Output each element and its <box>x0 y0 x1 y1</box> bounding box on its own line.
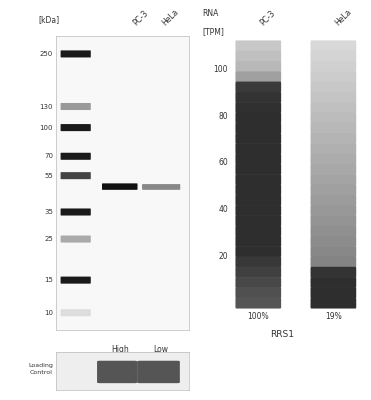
FancyBboxPatch shape <box>236 61 281 72</box>
FancyBboxPatch shape <box>236 236 281 247</box>
FancyBboxPatch shape <box>236 195 281 206</box>
Text: RNA: RNA <box>202 9 219 18</box>
FancyBboxPatch shape <box>60 236 91 242</box>
Text: 70: 70 <box>44 153 53 159</box>
Text: [TPM]: [TPM] <box>202 27 224 36</box>
Text: HeLa: HeLa <box>160 7 180 27</box>
Text: Loading
Control: Loading Control <box>28 364 53 375</box>
FancyBboxPatch shape <box>60 208 91 216</box>
FancyBboxPatch shape <box>311 40 356 51</box>
FancyBboxPatch shape <box>311 195 356 206</box>
FancyBboxPatch shape <box>102 183 138 190</box>
Text: 100%: 100% <box>247 312 269 321</box>
FancyBboxPatch shape <box>311 256 356 267</box>
FancyBboxPatch shape <box>311 112 356 123</box>
Text: 55: 55 <box>44 173 53 179</box>
FancyBboxPatch shape <box>311 215 356 226</box>
FancyBboxPatch shape <box>311 267 356 278</box>
FancyBboxPatch shape <box>311 184 356 195</box>
FancyBboxPatch shape <box>311 287 356 298</box>
FancyBboxPatch shape <box>311 174 356 185</box>
FancyBboxPatch shape <box>236 164 281 175</box>
FancyBboxPatch shape <box>236 51 281 62</box>
FancyBboxPatch shape <box>60 50 91 58</box>
FancyBboxPatch shape <box>60 153 91 160</box>
FancyBboxPatch shape <box>311 92 356 103</box>
FancyBboxPatch shape <box>60 276 91 284</box>
FancyBboxPatch shape <box>236 287 281 298</box>
FancyBboxPatch shape <box>60 172 91 179</box>
FancyBboxPatch shape <box>311 154 356 164</box>
Text: High: High <box>111 345 129 354</box>
FancyBboxPatch shape <box>236 112 281 123</box>
FancyBboxPatch shape <box>311 71 356 82</box>
FancyBboxPatch shape <box>236 92 281 103</box>
FancyBboxPatch shape <box>142 184 180 190</box>
FancyBboxPatch shape <box>311 246 356 257</box>
FancyBboxPatch shape <box>311 205 356 216</box>
Text: PC-3: PC-3 <box>132 8 151 27</box>
FancyBboxPatch shape <box>311 164 356 175</box>
FancyBboxPatch shape <box>311 82 356 92</box>
FancyBboxPatch shape <box>311 277 356 288</box>
FancyBboxPatch shape <box>311 133 356 144</box>
FancyBboxPatch shape <box>137 361 180 383</box>
Text: Low: Low <box>154 345 169 354</box>
FancyBboxPatch shape <box>236 154 281 164</box>
FancyBboxPatch shape <box>97 361 137 383</box>
FancyBboxPatch shape <box>236 267 281 278</box>
FancyBboxPatch shape <box>236 143 281 154</box>
Text: 15: 15 <box>44 277 53 283</box>
Text: 25: 25 <box>44 236 53 242</box>
Text: HeLa: HeLa <box>334 7 354 27</box>
Text: 100: 100 <box>214 65 228 74</box>
FancyBboxPatch shape <box>236 40 281 51</box>
Text: [kDa]: [kDa] <box>38 15 59 24</box>
FancyBboxPatch shape <box>236 82 281 92</box>
FancyBboxPatch shape <box>311 226 356 236</box>
Text: PC-3: PC-3 <box>258 8 277 27</box>
FancyBboxPatch shape <box>236 215 281 226</box>
Text: 10: 10 <box>44 310 53 316</box>
FancyBboxPatch shape <box>236 71 281 82</box>
FancyBboxPatch shape <box>236 256 281 267</box>
FancyBboxPatch shape <box>236 298 281 308</box>
Text: 130: 130 <box>39 104 53 110</box>
Text: RRS1: RRS1 <box>270 330 294 339</box>
FancyBboxPatch shape <box>311 123 356 134</box>
FancyBboxPatch shape <box>60 124 91 131</box>
FancyBboxPatch shape <box>236 123 281 134</box>
FancyBboxPatch shape <box>236 133 281 144</box>
FancyBboxPatch shape <box>236 205 281 216</box>
FancyBboxPatch shape <box>60 103 91 110</box>
Text: 19%: 19% <box>325 312 342 321</box>
FancyBboxPatch shape <box>311 102 356 113</box>
Text: 20: 20 <box>219 252 228 261</box>
FancyBboxPatch shape <box>311 143 356 154</box>
FancyBboxPatch shape <box>236 277 281 288</box>
Text: 250: 250 <box>40 51 53 57</box>
FancyBboxPatch shape <box>60 309 91 316</box>
Text: 35: 35 <box>44 209 53 215</box>
Text: 80: 80 <box>219 112 228 120</box>
Text: 40: 40 <box>219 205 228 214</box>
FancyBboxPatch shape <box>311 51 356 62</box>
FancyBboxPatch shape <box>236 246 281 257</box>
Text: 100: 100 <box>39 124 53 130</box>
FancyBboxPatch shape <box>311 236 356 247</box>
FancyBboxPatch shape <box>236 226 281 236</box>
FancyBboxPatch shape <box>311 61 356 72</box>
FancyBboxPatch shape <box>311 298 356 308</box>
FancyBboxPatch shape <box>236 102 281 113</box>
Text: 60: 60 <box>219 158 228 167</box>
FancyBboxPatch shape <box>236 184 281 195</box>
FancyBboxPatch shape <box>236 174 281 185</box>
